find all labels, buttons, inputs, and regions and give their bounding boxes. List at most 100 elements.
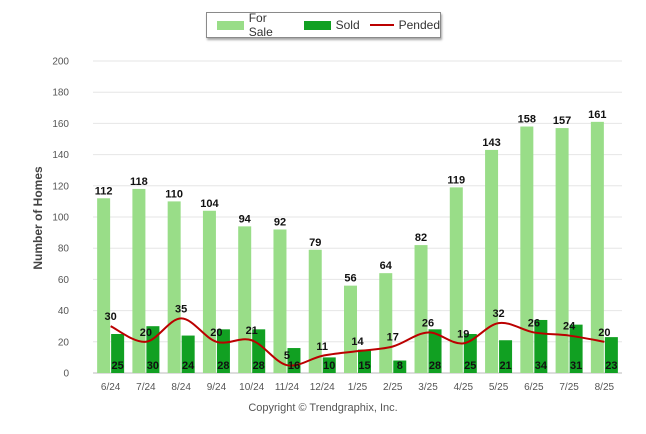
for-sale-value-label: 119 bbox=[447, 174, 465, 186]
copyright-footer: Copyright © Trendgraphix, Inc. bbox=[248, 402, 398, 414]
y-tick-label: 40 bbox=[58, 306, 70, 317]
x-tick-label: 5/25 bbox=[489, 382, 509, 393]
for-sale-swatch bbox=[217, 20, 244, 30]
pended-value-label: 17 bbox=[387, 331, 399, 343]
for-sale-bar bbox=[485, 149, 499, 373]
for-sale-bar bbox=[520, 126, 534, 374]
for-sale-bar bbox=[97, 198, 111, 373]
sold-bar bbox=[216, 329, 230, 373]
for-sale-value-label: 161 bbox=[588, 109, 606, 121]
for-sale-bar bbox=[555, 128, 569, 373]
for-sale-value-label: 143 bbox=[482, 137, 500, 149]
legend-item-for-sale[interactable]: For Sale bbox=[217, 11, 294, 39]
pended-value-label: 24 bbox=[563, 321, 576, 333]
y-tick-label: 100 bbox=[52, 213, 69, 224]
sold-bar bbox=[499, 340, 513, 373]
for-sale-value-label: 104 bbox=[200, 198, 219, 210]
pended-line bbox=[110, 317, 605, 367]
legend-item-pended[interactable]: Pended bbox=[369, 18, 440, 32]
sold-bars bbox=[111, 319, 618, 373]
for-sale-bar bbox=[344, 285, 357, 373]
pended-value-label: 21 bbox=[246, 325, 258, 337]
y-tick-label: 140 bbox=[52, 150, 69, 161]
y-tick-label: 20 bbox=[58, 337, 70, 348]
pended-swatch bbox=[369, 24, 394, 26]
sold-value-label: 15 bbox=[358, 360, 370, 372]
for-sale-bar bbox=[273, 229, 287, 373]
for-sale-value-label: 79 bbox=[309, 237, 321, 249]
y-axis-label: Number of Homes bbox=[31, 166, 45, 270]
chart-legend: For Sale Sold Pended bbox=[206, 11, 441, 39]
for-sale-value-label: 56 bbox=[344, 273, 356, 285]
for-sale-bar bbox=[449, 187, 463, 373]
legend-label-for-sale: For Sale bbox=[248, 11, 273, 39]
sold-bar bbox=[428, 329, 442, 373]
sold-bar bbox=[463, 334, 477, 373]
sold-value-label: 16 bbox=[288, 360, 300, 372]
for-sale-value-label: 94 bbox=[239, 213, 252, 225]
sold-bar bbox=[111, 334, 125, 373]
y-tick-label: 200 bbox=[52, 57, 69, 68]
sold-value-label: 8 bbox=[397, 360, 403, 372]
sold-swatch bbox=[303, 20, 331, 30]
for-sale-bar bbox=[590, 121, 604, 373]
pended-value-label: 19 bbox=[457, 328, 469, 340]
for-sale-value-label: 112 bbox=[95, 185, 113, 197]
x-tick-label: 7/24 bbox=[136, 382, 156, 393]
for-sale-value-label: 110 bbox=[165, 188, 183, 200]
x-tick-label: 12/24 bbox=[310, 382, 335, 393]
pended-value-label: 11 bbox=[316, 341, 328, 353]
sold-value-label: 25 bbox=[112, 360, 124, 372]
x-tick-label: 1/25 bbox=[348, 382, 368, 393]
for-sale-value-label: 118 bbox=[130, 176, 148, 188]
sold-value-label: 24 bbox=[182, 360, 195, 372]
y-tick-label: 60 bbox=[58, 275, 70, 286]
legend-label-sold: Sold bbox=[335, 18, 360, 32]
y-tick-label: 120 bbox=[52, 181, 69, 192]
x-tick-label: 6/24 bbox=[101, 382, 121, 393]
sold-bar bbox=[181, 335, 195, 373]
pended-value-label: 14 bbox=[351, 336, 364, 348]
legend-label-pended: Pended bbox=[398, 18, 440, 32]
x-tick-label: 7/25 bbox=[559, 382, 579, 393]
sold-value-label: 10 bbox=[323, 360, 335, 372]
pended-value-label: 35 bbox=[175, 303, 187, 315]
sold-value-label: 34 bbox=[535, 360, 548, 372]
x-tick-label: 3/25 bbox=[418, 382, 438, 393]
for-sale-bar bbox=[379, 273, 393, 373]
for-sale-value-label: 82 bbox=[415, 232, 427, 244]
sold-value-label: 21 bbox=[499, 360, 511, 372]
data-labels: 1122530118302011024351042820942821921657… bbox=[95, 109, 618, 372]
x-tick-label: 4/25 bbox=[454, 382, 474, 393]
pended-value-label: 32 bbox=[492, 308, 504, 320]
sold-value-label: 31 bbox=[570, 360, 582, 372]
for-sale-bar bbox=[308, 249, 322, 373]
pended-value-label: 30 bbox=[105, 311, 117, 323]
y-tick-label: 180 bbox=[52, 88, 69, 99]
pended-value-label: 5 bbox=[284, 350, 290, 362]
x-tick-label: 8/24 bbox=[171, 382, 191, 393]
sold-value-label: 30 bbox=[147, 360, 159, 372]
sold-bar bbox=[393, 360, 407, 373]
x-tick-label: 9/24 bbox=[207, 382, 227, 393]
sold-bar bbox=[252, 329, 266, 373]
sold-bar bbox=[287, 348, 301, 373]
sold-bar bbox=[146, 326, 160, 373]
for-sale-bars bbox=[97, 121, 604, 374]
sold-bar bbox=[604, 337, 618, 373]
for-sale-bar bbox=[132, 188, 146, 373]
x-tick-label: 6/25 bbox=[524, 382, 544, 393]
pended-value-label: 26 bbox=[422, 317, 434, 329]
sold-value-label: 28 bbox=[217, 360, 229, 372]
pended-line-group bbox=[110, 317, 605, 367]
for-sale-value-label: 158 bbox=[518, 114, 536, 126]
grid-lines bbox=[93, 60, 622, 374]
legend-item-sold[interactable]: Sold bbox=[303, 18, 360, 32]
sold-value-label: 28 bbox=[429, 360, 441, 372]
x-tick-label: 10/24 bbox=[239, 382, 264, 393]
x-tick-label: 2/25 bbox=[383, 382, 403, 393]
for-sale-value-label: 92 bbox=[274, 216, 286, 228]
y-axis-ticks: 0 20 40 60 80 100 120 140 160 180 200 bbox=[52, 57, 69, 380]
for-sale-bar bbox=[167, 201, 181, 373]
